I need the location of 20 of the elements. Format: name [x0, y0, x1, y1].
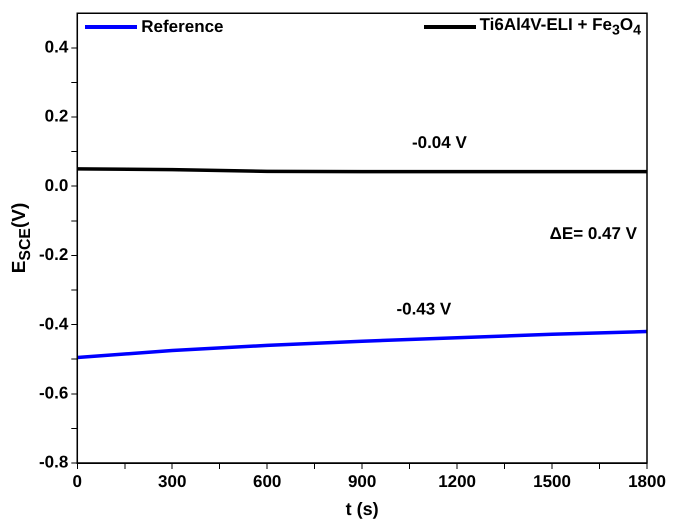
y-tick-label: 0.4: [44, 37, 69, 56]
x-tick-label: 1200: [438, 472, 476, 491]
x-tick-label: 600: [253, 472, 282, 491]
x-tick-label: 0: [72, 472, 82, 491]
y-tick-label: -0.4: [38, 314, 69, 334]
annotation: ΔE= 0.47 V: [550, 224, 637, 244]
x-tick-label: 1500: [533, 472, 571, 491]
legend-label: Reference: [141, 16, 224, 37]
annotation: -0.04 V: [412, 132, 468, 152]
y-tick-label: 0.0: [44, 176, 68, 195]
annotation: -0.43 V: [396, 300, 452, 319]
x-axis-title: t (s): [346, 499, 379, 520]
y-tick-label: -0.8: [38, 452, 68, 472]
y-tick-label: 0.2: [44, 106, 68, 126]
y-tick-label: -0.2: [38, 245, 68, 264]
x-tick-label: 1800: [628, 472, 666, 491]
x-tick-label: 300: [158, 472, 186, 491]
legend-label: Ti6Al4V-ELI + Fe$_{3}$O$_{4}$: [480, 15, 641, 39]
y-tick-label: -0.6: [38, 383, 68, 402]
x-tick-label: 900: [348, 472, 376, 491]
